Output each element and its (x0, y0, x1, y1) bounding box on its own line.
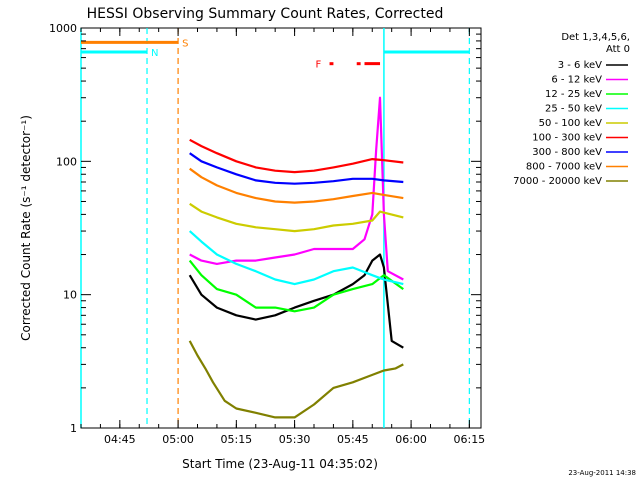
legend-entry-label: 7000 - 20000 keV (513, 176, 602, 187)
series-line-3 (188, 230, 404, 286)
axes-layer: 04:45 05:00 05:15 05:30 05:45 06:00 06:15 1 10 10… (49, 22, 485, 446)
y-axis-label: Corrected Count Rate (s⁻¹ detector⁻¹) (19, 115, 33, 341)
legend-entry-label: 800 - 7000 keV (526, 162, 602, 173)
y-tick-label: 10 (63, 289, 77, 302)
x-tick-label: 06:00 (395, 433, 427, 446)
x-tick-label: 05:30 (279, 433, 311, 446)
y-tick-label: 100 (56, 155, 77, 168)
x-tick-label: 05:15 (220, 433, 252, 446)
series-line-4 (189, 202, 404, 233)
legend-entry-label: 300 - 800 keV (532, 147, 602, 158)
series-line-8 (188, 340, 404, 419)
series-line-2 (188, 259, 404, 313)
legend-subtitle: Att 0 (606, 44, 630, 55)
legend-entry-label: 50 - 100 keV (539, 118, 603, 129)
x-axis-label: Start Time (23-Aug-11 04:35:02) (182, 457, 378, 471)
series-line-0 (188, 253, 404, 349)
legend-entry-label: 3 - 6 keV (558, 60, 602, 71)
chart-title: HESSI Observing Summary Count Rates, Cor… (87, 6, 444, 22)
annotations-layer: N S F (80, 28, 470, 428)
legend-title: Det 1,3,4,5,6, (561, 32, 630, 43)
legend: 3 - 6 keV 6 - 12 keV 12 - 25 keV 25 - 50 ke… (513, 60, 628, 187)
series-layer (188, 96, 404, 419)
legend-entry-label: 12 - 25 keV (545, 89, 602, 100)
legend-entry-label: 100 - 300 keV (532, 133, 602, 144)
y-tick-label: 1 (70, 422, 77, 435)
saa-label: S (182, 38, 188, 49)
y-tick-label: 1000 (49, 22, 77, 35)
plot-frame (80, 27, 482, 429)
legend-entry-label: 6 - 12 keV (551, 75, 602, 86)
series-line-5 (189, 138, 404, 174)
series-line-6 (189, 152, 404, 185)
legend-entry-label: 25 - 50 keV (545, 104, 602, 115)
flare-label: F (316, 60, 322, 71)
x-tick-label: 05:00 (162, 433, 194, 446)
series-line-1 (189, 96, 404, 281)
x-tick-label: 06:15 (453, 433, 485, 446)
x-tick-label: 04:45 (104, 433, 136, 446)
night-label: N (151, 48, 158, 59)
series-line-7 (189, 167, 404, 204)
generation-timestamp: 23-Aug-2011 14:38 (568, 469, 636, 477)
x-tick-label: 05:45 (337, 433, 369, 446)
